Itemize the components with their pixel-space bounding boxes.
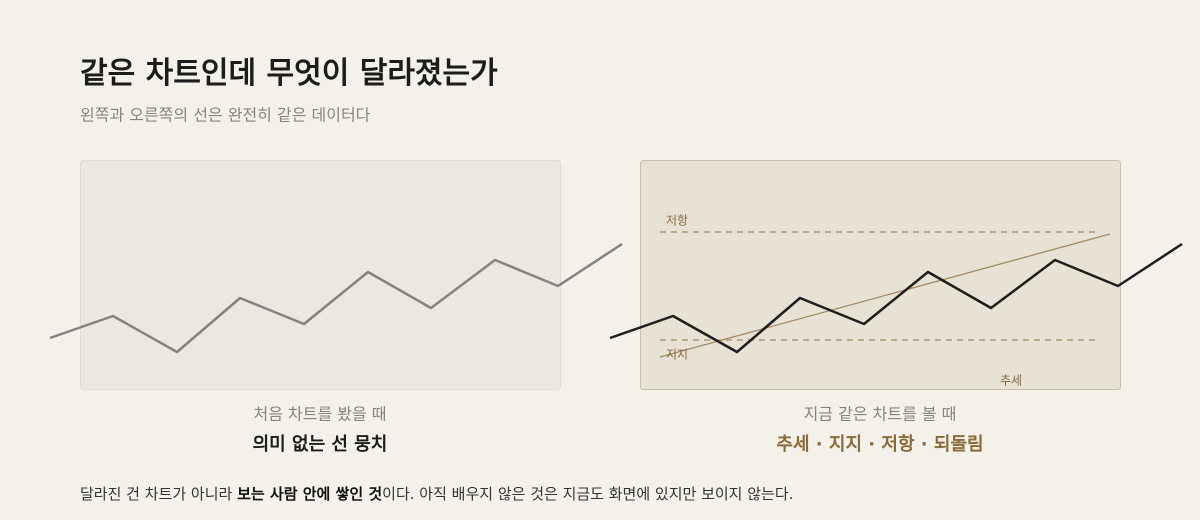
footer-text: 이다. 아직 배우지 않은 것은 지금도 화면에 있지만 보이지 않는다. xyxy=(382,485,793,503)
footer-text: 달라진 건 차트가 아니라 xyxy=(80,485,237,503)
trend-line xyxy=(659,233,1111,358)
headline: 의미 없는 선 뭉치 xyxy=(253,434,388,455)
subtitle: 왼쪽과 오른쪽의 선은 완전히 같은 데이터다 xyxy=(80,106,371,125)
trend-label: 추세 xyxy=(1000,374,1022,388)
left-panel xyxy=(80,160,561,390)
raw-line xyxy=(49,242,623,354)
footer: 달라진 건 차트가 아니라 보는 사람 안에 쌓인 것이다. 아직 배우지 않은… xyxy=(80,485,793,503)
headline: 추세 · 지지 · 저항 · 되돌림 xyxy=(776,434,983,455)
title: 같은 차트인데 무엇이 달라졌는가 xyxy=(80,56,498,91)
support-label: 지지 xyxy=(666,348,688,362)
resistance-label: 저항 xyxy=(666,214,688,228)
read-line xyxy=(609,242,1183,354)
caption: 지금 같은 차트를 볼 때 xyxy=(804,405,957,424)
footer-emphasis: 보는 사람 안에 쌓인 것 xyxy=(237,485,382,503)
caption: 처음 차트를 봤을 때 xyxy=(253,405,386,424)
right-panel xyxy=(640,160,1121,390)
